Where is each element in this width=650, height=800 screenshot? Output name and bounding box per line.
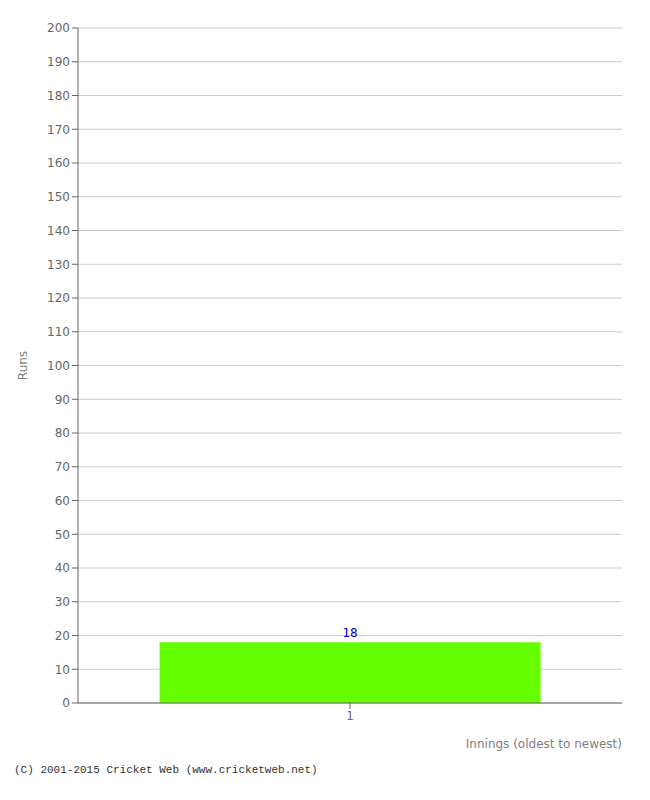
html-text:(C) 2001-2015 Cricket Web (www: (C) 2001-2015 Cricket Web (www.cricketwe… [14, 764, 318, 776]
svg-text:130: 130 [47, 258, 70, 272]
svg-text:0: 0 [62, 696, 70, 710]
svg-text:160: 160 [47, 156, 70, 170]
svg-text:1: 1 [346, 709, 354, 723]
svg-text:70: 70 [55, 460, 70, 474]
svg-text:Runs: Runs [16, 351, 30, 380]
svg-text:180: 180 [47, 89, 70, 103]
svg-text:20: 20 [55, 629, 70, 643]
svg-text:18: 18 [342, 626, 357, 640]
svg-text:140: 140 [47, 224, 70, 238]
svg-text:40: 40 [55, 561, 70, 575]
svg-text:190: 190 [47, 55, 70, 69]
svg-text:Innings (oldest to newest): Innings (oldest to newest) [466, 737, 622, 751]
svg-text:60: 60 [55, 494, 70, 508]
svg-text:10: 10 [55, 663, 70, 677]
svg-text:120: 120 [47, 291, 70, 305]
svg-text:150: 150 [47, 190, 70, 204]
svg-text:90: 90 [55, 393, 70, 407]
svg-text:110: 110 [47, 325, 70, 339]
svg-text:50: 50 [55, 528, 70, 542]
svg-text:170: 170 [47, 123, 70, 137]
svg-text:80: 80 [55, 426, 70, 440]
svg-text:200: 200 [47, 21, 70, 35]
svg-text:100: 100 [47, 359, 70, 373]
svg-text:30: 30 [55, 595, 70, 609]
